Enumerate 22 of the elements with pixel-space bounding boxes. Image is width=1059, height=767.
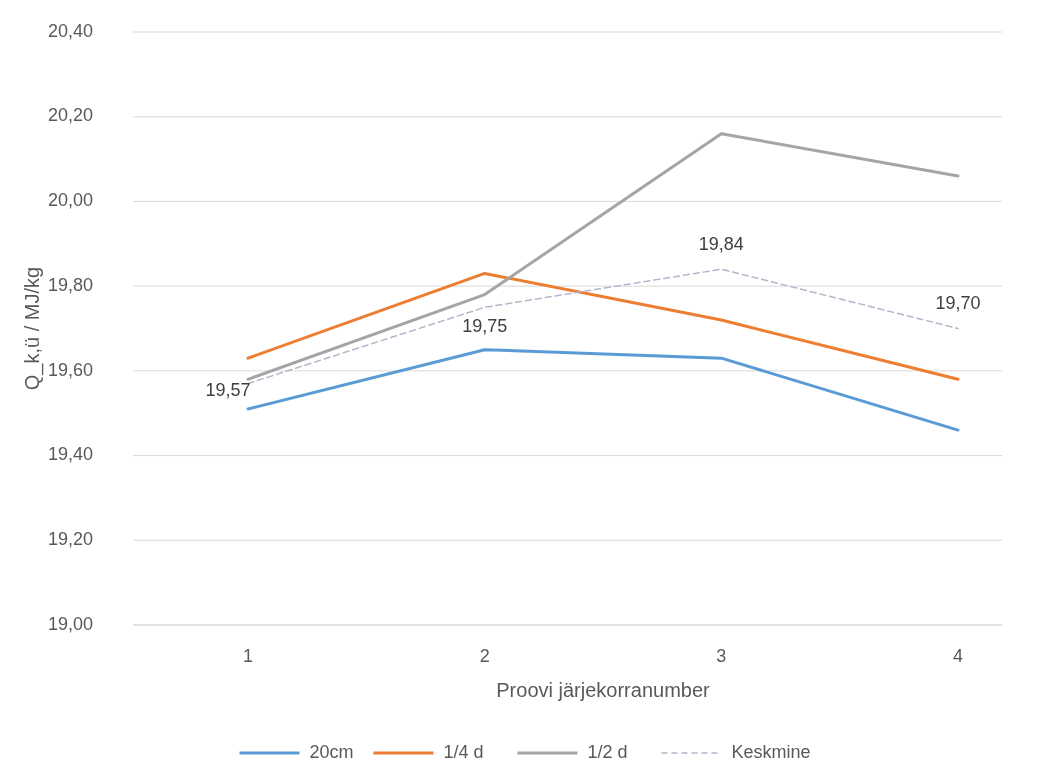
y-tick-label: 20,40 (47, 20, 93, 41)
y-tick-label: 19,80 (47, 274, 93, 295)
data-label: 19,84 (698, 233, 744, 254)
legend-label: 1/4 d (443, 741, 484, 762)
x-tick-label: 1 (242, 645, 254, 666)
data-label: 19,75 (462, 316, 508, 337)
y-tick-label: 20,00 (47, 190, 93, 211)
legend-label: Keskmine (731, 741, 811, 762)
x-tick-label: 2 (479, 645, 490, 666)
x-tick-label: 3 (716, 645, 727, 666)
y-tick-label: 19,00 (47, 613, 93, 634)
y-tick-label: 19,40 (47, 444, 93, 465)
data-label: 19,57 (205, 380, 251, 401)
y-axis-title: Q_k,ü / MJ/kg (21, 266, 45, 391)
y-tick-label: 19,20 (47, 529, 93, 550)
x-axis-title: Proovi järjekorranumber (496, 679, 711, 701)
x-tick-label: 4 (952, 645, 964, 666)
y-tick-label: 20,20 (47, 105, 93, 126)
legend-label: 20cm (309, 741, 354, 762)
data-label: 19,70 (935, 293, 981, 314)
legend-label: 1/2 d (587, 741, 628, 762)
y-tick-label: 19,60 (47, 359, 93, 380)
